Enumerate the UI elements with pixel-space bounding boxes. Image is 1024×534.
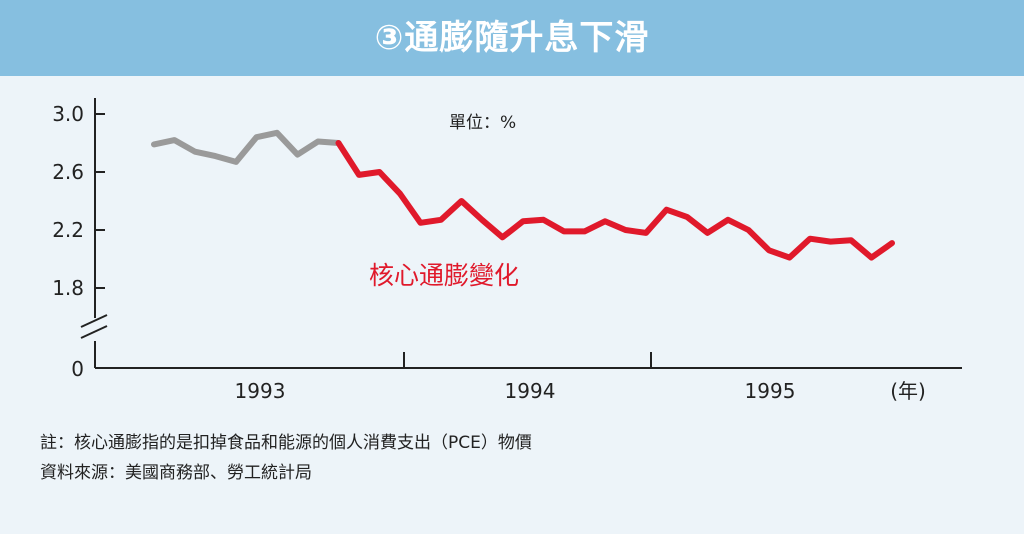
note-text: 註：核心通膨指的是扣掉食品和能源的個人消費支出（PCE）物價 <box>40 433 532 453</box>
x-tick-label: 1995 <box>745 379 796 403</box>
footnotes: 註：核心通膨指的是扣掉食品和能源的個人消費支出（PCE）物價 資料來源：美國商務… <box>40 428 532 488</box>
axis-break-mark-1 <box>80 314 108 328</box>
y-tick-label: 1.8 <box>52 276 84 300</box>
x-unit-label: (年) <box>890 379 926 403</box>
y-tick-label: 2.2 <box>52 218 84 242</box>
x-tick-label: 1994 <box>505 379 556 403</box>
source-text: 資料來源：美國商務部、勞工統計局 <box>40 463 312 483</box>
axis-break-mark-2 <box>80 325 108 339</box>
series-line-core-inflation <box>335 140 895 261</box>
series-label: 核心通膨變化 <box>369 261 519 290</box>
line-chart: 3.0 2.6 2.2 1.8 0 1993 1994 1995 (年) 單位：… <box>52 98 962 403</box>
unit-label: 單位：% <box>449 113 516 133</box>
y-tick-label: 2.6 <box>52 160 84 184</box>
chart-title: ③通膨隨升息下滑 <box>374 18 650 58</box>
title-banner <box>0 0 1024 76</box>
x-tick-label: 1993 <box>235 379 286 403</box>
y-tick-label: 0 <box>71 357 84 381</box>
y-tick-label: 3.0 <box>52 102 84 126</box>
series-line-pre <box>151 129 342 165</box>
